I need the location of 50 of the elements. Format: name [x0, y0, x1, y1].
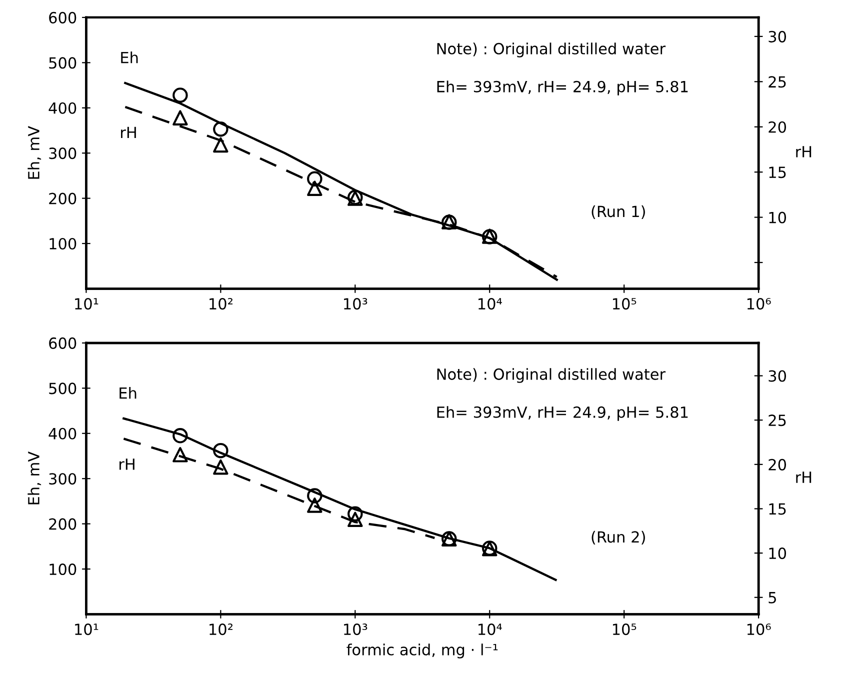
x-tick-label: 10⁶ — [747, 298, 771, 310]
y2-tick-label: 5 — [768, 592, 776, 604]
y2-tick-label: 10 — [769, 548, 786, 560]
series-label: rH — [120, 458, 134, 470]
y2-tick-label: 25 — [768, 414, 786, 426]
annotation: Note) : Original distilled water — [437, 368, 666, 383]
y2-tick-label: 15 — [769, 166, 786, 178]
y-tick-label: 100 — [50, 563, 76, 576]
series-label: rH — [121, 126, 136, 138]
x-tick-label: 10² — [210, 624, 232, 636]
annotation: Note) : Original distilled water — [437, 42, 666, 58]
x-tick-label: 10⁴ — [478, 624, 502, 636]
y2-tick-label: 30 — [768, 370, 786, 382]
y-tick-label: 300 — [49, 473, 76, 485]
x-tick-label: 10² — [210, 298, 232, 310]
y2-tick-label: 25 — [768, 76, 786, 88]
y-tick-label: 600 — [49, 337, 76, 349]
series-label: Eh — [121, 52, 138, 64]
y2-tick-label: 20 — [768, 458, 786, 470]
x-axis-title: formic acid, mg · l⁻¹ — [346, 644, 498, 658]
y-tick-label: 500 — [49, 57, 76, 69]
x-tick-label: 10¹ — [75, 624, 98, 636]
annotation: Eh= 393mV, rH= 24.9, pH= 5.81 — [437, 406, 688, 421]
y-tick-label: 200 — [49, 518, 76, 530]
y-tick-label: 100 — [50, 238, 76, 250]
series-label: Eh — [120, 387, 136, 399]
y2-axis-title: rH — [796, 146, 812, 158]
x-tick-label: 10³ — [344, 298, 368, 310]
y-axis-title: Eh, mV — [28, 126, 42, 179]
annotation: (Run 2) — [592, 530, 645, 545]
y2-tick-label: 10 — [769, 212, 786, 224]
y2-tick-label: 15 — [769, 503, 786, 515]
x-tick-label: 10⁵ — [612, 624, 636, 636]
y-tick-label: 500 — [49, 382, 76, 394]
y2-tick-label: 20 — [768, 121, 786, 133]
y-axis-title: Eh, mV — [28, 452, 42, 504]
annotation: (Run 1) — [592, 205, 645, 219]
y-tick-label: 400 — [48, 428, 76, 440]
y2-tick-label: 30 — [768, 30, 786, 42]
y-tick-label: 200 — [49, 192, 76, 204]
y-tick-label: 300 — [49, 148, 76, 160]
x-tick-label: 10¹ — [75, 298, 98, 310]
y-tick-label: 400 — [48, 102, 76, 114]
y2-axis-title: rH — [796, 472, 812, 483]
x-tick-label: 10³ — [344, 624, 368, 636]
x-tick-label: 10⁵ — [612, 298, 636, 310]
x-tick-label: 10⁴ — [478, 298, 502, 310]
y-tick-label: 600 — [49, 12, 76, 24]
x-tick-label: 10⁶ — [747, 624, 771, 636]
annotation: Eh= 393mV, rH= 24.9, pH= 5.81 — [437, 80, 688, 96]
